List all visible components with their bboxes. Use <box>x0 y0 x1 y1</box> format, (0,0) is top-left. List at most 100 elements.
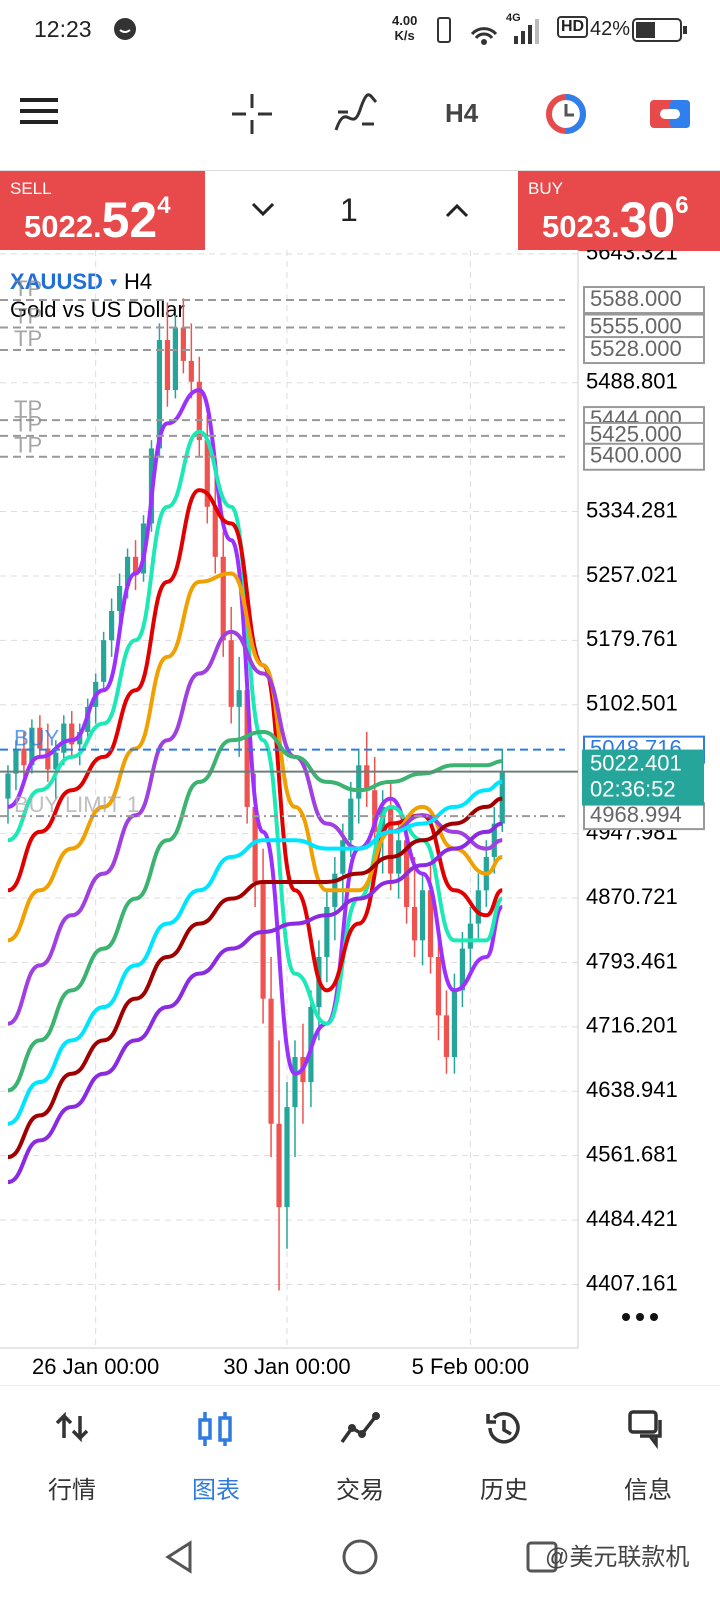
sell-price-main: 5022. <box>24 209 102 244</box>
trade-button[interactable] <box>648 96 692 132</box>
candle-body <box>451 990 458 1058</box>
candle-body <box>244 690 250 807</box>
y-tick-label: 4638.941 <box>586 1077 678 1102</box>
y-tick-label: 5334.281 <box>586 497 678 522</box>
candle-body <box>132 556 139 574</box>
nav-item[interactable]: 行情 <box>0 1386 144 1506</box>
order-tag: TP <box>14 303 42 328</box>
moving-average <box>7 796 503 1160</box>
sell-price-big: 52 <box>101 192 158 248</box>
y-tick-label: 4716.201 <box>586 1013 678 1038</box>
candle-body <box>13 748 19 774</box>
candle-body <box>220 556 226 641</box>
battery-level: 42% <box>590 18 631 40</box>
level-label: 5400.000 <box>590 443 682 468</box>
candle-body <box>156 340 163 449</box>
quantity-up[interactable] <box>444 200 470 220</box>
y-tick-label: 4793.461 <box>586 948 678 973</box>
indicators-button[interactable] <box>332 90 380 136</box>
buy-price: 5023.306 <box>542 191 689 249</box>
symbol-dropdown[interactable]: ▾ <box>110 274 117 290</box>
y-tick-label: 4407.161 <box>586 1270 678 1295</box>
candle-body <box>324 906 330 957</box>
sell-label: SELL <box>10 179 52 198</box>
candle-body <box>348 798 354 841</box>
crosshair-button[interactable] <box>230 92 274 136</box>
moving-average <box>7 388 504 1076</box>
candle-body <box>411 906 418 941</box>
moving-average <box>7 629 503 1026</box>
candle-body <box>236 690 242 707</box>
nav-icon <box>486 1412 520 1444</box>
buy-price-sup: 6 <box>675 192 689 219</box>
order-tag: TP <box>14 276 42 301</box>
y-tick-label: 5257.021 <box>586 562 678 587</box>
menu-button[interactable] <box>20 96 60 126</box>
candle-body <box>172 327 178 391</box>
moving-average <box>7 779 503 1126</box>
candle-body <box>101 640 107 682</box>
quantity-down[interactable] <box>250 200 276 220</box>
candle-body <box>5 773 11 799</box>
candle-body <box>212 506 218 557</box>
nav-label: 历史 <box>480 1477 528 1504</box>
level-label-box <box>583 286 705 315</box>
candle-body <box>292 1057 298 1108</box>
candle-body <box>435 956 442 1016</box>
moving-average <box>7 571 503 943</box>
chat-icon <box>114 18 136 40</box>
candle-body <box>356 765 362 799</box>
buy-button[interactable]: BUY 5023.306 <box>518 171 720 251</box>
nav-item[interactable]: 图表 <box>144 1386 288 1506</box>
net-speed: 4.00 K/s <box>392 13 417 43</box>
level-label: 5555.000 <box>590 313 682 338</box>
more-menu[interactable] <box>622 1313 658 1321</box>
nav-label: 信息 <box>624 1477 672 1504</box>
symbol[interactable]: XAUUSD <box>10 269 103 294</box>
candle-body <box>124 556 131 586</box>
order-tag: TP <box>14 412 42 437</box>
candle-body <box>228 640 234 707</box>
y-tick-label: 4870.721 <box>586 884 678 909</box>
candle-body <box>491 823 497 857</box>
candle-body <box>372 790 378 832</box>
chart-timeframe: H4 <box>124 269 152 294</box>
bid-label: 5022.401 <box>590 750 682 775</box>
nav-item[interactable]: 信息 <box>576 1386 720 1506</box>
candle-body <box>260 881 266 999</box>
net-speed-value: 4.00 <box>392 13 418 28</box>
timeframe-button[interactable]: H4 <box>445 98 479 128</box>
candle-body <box>276 1123 282 1208</box>
candle-body <box>284 1107 290 1208</box>
moving-average <box>7 729 503 1093</box>
nav-label: 行情 <box>48 1477 96 1504</box>
level-label: 5528.000 <box>590 336 682 361</box>
nav-icon <box>55 1411 89 1443</box>
bid-countdown: 02:36:52 <box>590 776 676 801</box>
level-label-box <box>583 442 705 471</box>
system-nav: @美元联款机 <box>165 1539 689 1575</box>
nav-icon <box>340 1412 380 1444</box>
bid-label-box <box>582 749 704 806</box>
candle-body <box>427 890 434 957</box>
quantity[interactable]: 1 <box>340 192 358 228</box>
candle-body <box>196 381 202 441</box>
clock-button[interactable] <box>544 92 588 136</box>
candle-body <box>443 1015 450 1058</box>
candle-body <box>37 727 43 749</box>
sell-button[interactable]: SELL 5022.524 <box>0 171 205 251</box>
nav-item[interactable]: 交易 <box>288 1386 432 1506</box>
y-tick-label: 4561.681 <box>586 1141 678 1166</box>
x-tick-label: 26 Jan 00:00 <box>32 1354 159 1379</box>
buy-price-main: 5023. <box>542 209 620 244</box>
sell-price: 5022.524 <box>24 191 171 249</box>
y-tick-label: 5102.501 <box>586 691 678 716</box>
candle-body <box>69 723 75 745</box>
network-type: 4G <box>506 12 521 24</box>
level-label: 4968.994 <box>590 802 682 827</box>
order-tag: BUY LIMIT 1 <box>14 792 139 817</box>
y-tick-label: 5179.761 <box>586 626 678 651</box>
plot <box>0 250 578 1348</box>
nav-item[interactable]: 历史 <box>432 1386 576 1506</box>
candle-body <box>364 765 370 791</box>
